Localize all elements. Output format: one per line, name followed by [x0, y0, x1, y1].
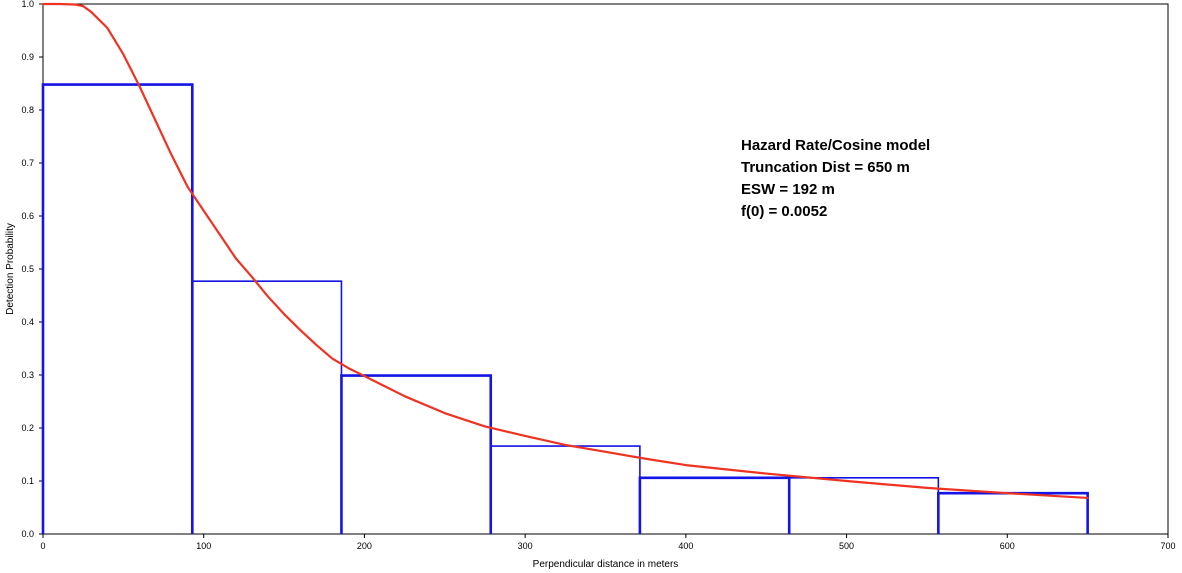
x-tick-label: 700	[1160, 541, 1175, 551]
histogram-bins	[41, 83, 1089, 534]
y-tick-label: 0.2	[21, 423, 34, 433]
y-tick-label: 0.1	[21, 476, 34, 486]
x-tick-label: 100	[196, 541, 211, 551]
axes-layer	[42, 3, 1169, 535]
fitted-curve-layer	[41, 2, 1089, 500]
y-tick-label: 0.6	[21, 211, 34, 221]
histogram-bin	[937, 491, 1089, 534]
annotation-line-truncation: Truncation Dist = 650 m	[741, 159, 910, 176]
y-tick-label: 0.5	[21, 264, 34, 274]
y-axis-label: Detection Probability	[5, 223, 16, 315]
x-tick-label: 400	[678, 541, 693, 551]
x-tick-label: 600	[1000, 541, 1015, 551]
histogram-bin	[191, 280, 343, 534]
annotation-line-f0: f(0) = 0.0052	[741, 203, 827, 220]
y-tick-label: 0.7	[21, 158, 34, 168]
x-tick-label: 500	[839, 541, 854, 551]
x-tick-label: 300	[518, 541, 533, 551]
y-tick-label: 0.0	[21, 529, 34, 539]
x-tick-label: 0	[40, 541, 45, 551]
x-axis-label: Perpendicular distance in meters	[533, 559, 679, 570]
annotation-line-esw: ESW = 192 m	[741, 181, 835, 198]
model-annotation: Hazard Rate/Cosine model Truncation Dist…	[741, 137, 930, 220]
histogram-bin	[340, 374, 493, 534]
y-tick-label: 0.9	[21, 52, 34, 62]
y-tick-label: 1.0	[21, 0, 34, 9]
histogram-bin	[638, 476, 791, 534]
y-tick-label: 0.4	[21, 317, 34, 327]
y-tick-label: 0.8	[21, 105, 34, 115]
ticks-layer: 0 100 200 300 400 500 600 700 0.0 0.1 0.2 0.3 0.4 0.5…	[21, 0, 1175, 551]
fitted-detection-curve	[41, 2, 1089, 500]
x-tick-label: 200	[357, 541, 372, 551]
annotation-line-model: Hazard Rate/Cosine model	[741, 137, 930, 154]
labels-layer: Perpendicular distance in meters Detecti…	[5, 223, 678, 570]
y-tick-label: 0.3	[21, 370, 34, 380]
histogram-bin	[489, 445, 641, 534]
plot-frame	[42, 3, 1169, 535]
